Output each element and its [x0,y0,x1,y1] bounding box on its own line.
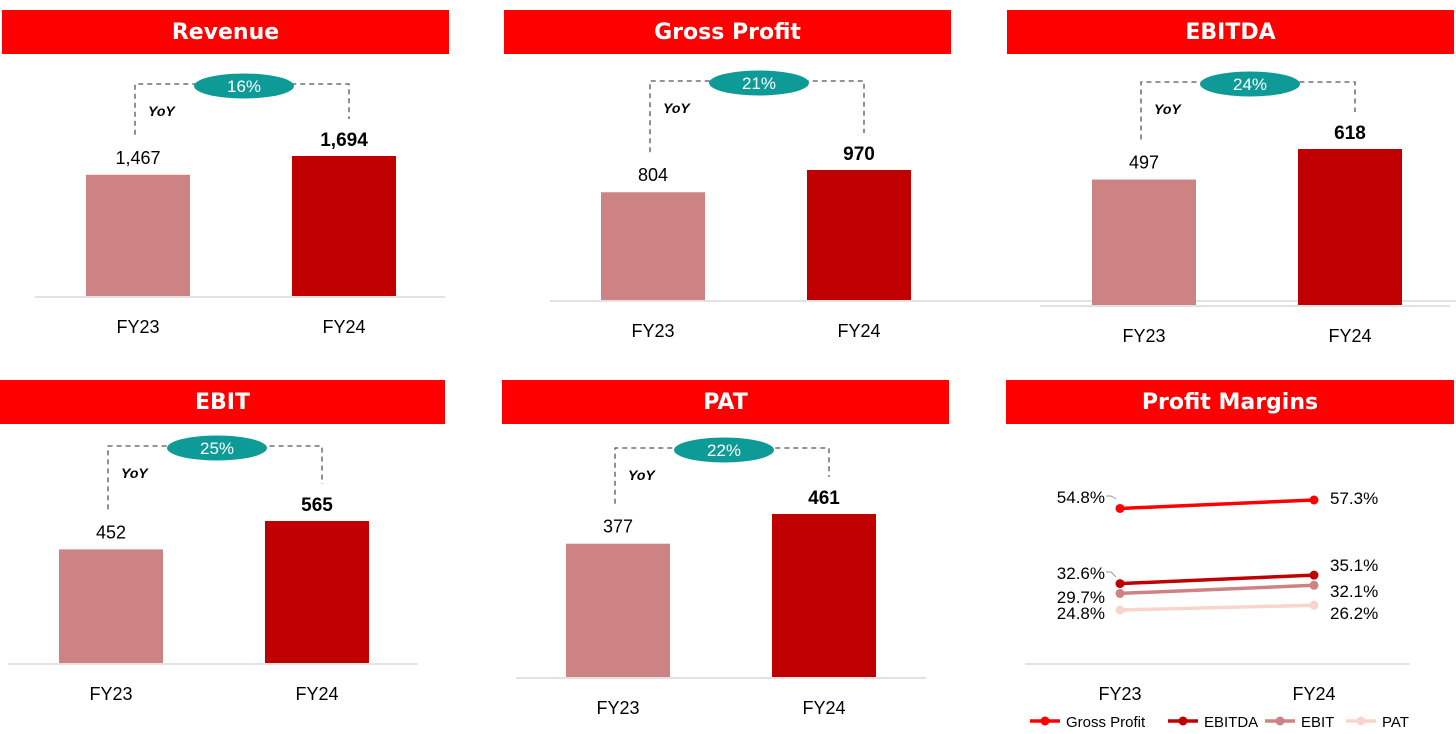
point-pat-fy23 [1115,605,1125,615]
legend-marker-ebit [1275,716,1285,726]
legend-marker-gross-profit [1040,716,1050,726]
point-pat-fy24 [1309,600,1319,610]
yoy-label: YoY [121,465,149,481]
profit-margins-header: Profit Margins [1006,380,1454,424]
leader-line [1106,571,1117,578]
category-label-fy23: FY23 [631,321,674,341]
point-ebit-fy23 [1115,588,1125,598]
bar-fy23 [59,549,163,663]
data-label-pat-fy23: 24.8% [1057,604,1105,623]
legend-label-ebit: EBIT [1301,714,1334,731]
data-label-ebitda-fy23: 32.6% [1057,564,1105,583]
data-label-ebitda-fy24: 35.1% [1330,556,1378,575]
category-label-fy23: FY23 [1122,326,1165,346]
data-label-ebit-fy23: 29.7% [1057,588,1105,607]
yoy-pill [167,435,267,461]
yoy-pill [709,70,809,96]
data-label-gross-profit-fy24: 57.3% [1330,489,1378,508]
gross-profit-header: Gross Profit [504,10,951,54]
category-label-fy24: FY24 [802,698,845,718]
value-label-fy23: 497 [1129,153,1159,173]
gross-profit-chart: 804 970 FY23 FY24 21% YoY [550,70,1456,341]
point-ebitda-fy23 [1115,579,1125,589]
revenue-header: Revenue [2,10,449,54]
category-label-fy24: FY24 [295,684,338,704]
category-label-fy23: FY23 [596,698,639,718]
ebitda-chart: 497 618 FY23 FY24 24% YoY [1040,71,1450,346]
category-label-fy24: FY24 [1328,326,1371,346]
point-ebit-fy24 [1309,580,1319,590]
bar-fy24 [1298,149,1402,305]
ebit-header: EBIT [0,380,445,424]
yoy-label: YoY [663,100,691,116]
series-line-gross-profit [1119,498,1315,511]
yoy-pill [1200,71,1300,97]
revenue-chart: 1,467 1,694 FY23 FY24 16% YoY [35,73,445,337]
value-label-fy24: 461 [808,488,840,509]
pat-header: PAT [502,380,949,424]
bar-fy23 [566,543,670,677]
bar-fy24 [265,521,369,663]
ebitda-header: EBITDA [1007,10,1454,54]
bar-fy23 [86,174,190,296]
ebit-title: EBIT [195,389,250,415]
profit-margins-chart: FY23 FY24 54.8% 57.3% 32.6% 35.1% 29.7% 32.1% 24… [1025,488,1410,731]
category-label-fy23: FY23 [1098,684,1141,704]
category-label-fy23: FY23 [116,317,159,337]
yoy-value: 16% [227,77,261,96]
value-label-fy24: 618 [1334,123,1366,144]
bar-fy24 [807,170,911,300]
yoy-bracket [107,445,323,510]
series-line-ebitda [1119,573,1315,586]
revenue-title: Revenue [171,19,280,45]
point-ebitda-fy24 [1309,570,1319,580]
bar-fy23 [1092,179,1196,305]
yoy-label: YoY [148,103,176,119]
legend-label-gross-profit: Gross Profit [1066,714,1146,731]
gross-profit-title: Gross Profit [654,19,801,45]
yoy-value: 21% [742,74,776,93]
pat-chart: 377 461 FY23 FY24 22% YoY [516,437,926,718]
data-label-gross-profit-fy23: 54.8% [1057,488,1105,507]
bar-fy23 [601,192,705,300]
ebit-chart: 452 565 FY23 FY24 25% YoY [8,435,418,704]
yoy-value: 22% [707,441,741,460]
point-gross-profit-fy24 [1309,495,1319,505]
category-label-fy23: FY23 [89,684,132,704]
series-line-pat [1119,603,1315,612]
value-label-fy24: 565 [301,495,333,516]
value-label-fy23: 804 [638,165,668,185]
yoy-pill [194,73,294,99]
yoy-pill [674,437,774,463]
yoy-label: YoY [1154,101,1182,117]
profit-margins-title: Profit Margins [1141,389,1319,415]
ebitda-title: EBITDA [1185,19,1276,45]
category-label-fy24: FY24 [1292,684,1335,704]
value-label-fy24: 1,694 [320,130,368,151]
yoy-value: 24% [1233,75,1267,94]
yoy-label: YoY [628,467,656,483]
value-label-fy23: 452 [96,522,126,542]
value-label-fy23: 377 [603,517,633,537]
bar-fy24 [772,514,876,677]
data-label-pat-fy24: 26.2% [1330,604,1378,623]
legend-marker-pat [1356,716,1366,726]
leader-line [1106,495,1117,500]
legend-marker-ebitda [1178,716,1188,726]
pat-title: PAT [703,389,748,415]
point-gross-profit-fy23 [1115,503,1125,513]
category-label-fy24: FY24 [322,317,365,337]
yoy-value: 25% [200,439,234,458]
legend-label-ebitda: EBITDA [1204,714,1258,731]
value-label-fy24: 970 [843,144,875,165]
legend-label-pat: PAT [1382,714,1409,731]
value-label-fy23: 1,467 [115,148,160,168]
series-line-ebit [1119,583,1315,596]
bar-fy24 [292,156,396,296]
category-label-fy24: FY24 [837,321,880,341]
data-label-ebit-fy24: 32.1% [1330,582,1378,601]
